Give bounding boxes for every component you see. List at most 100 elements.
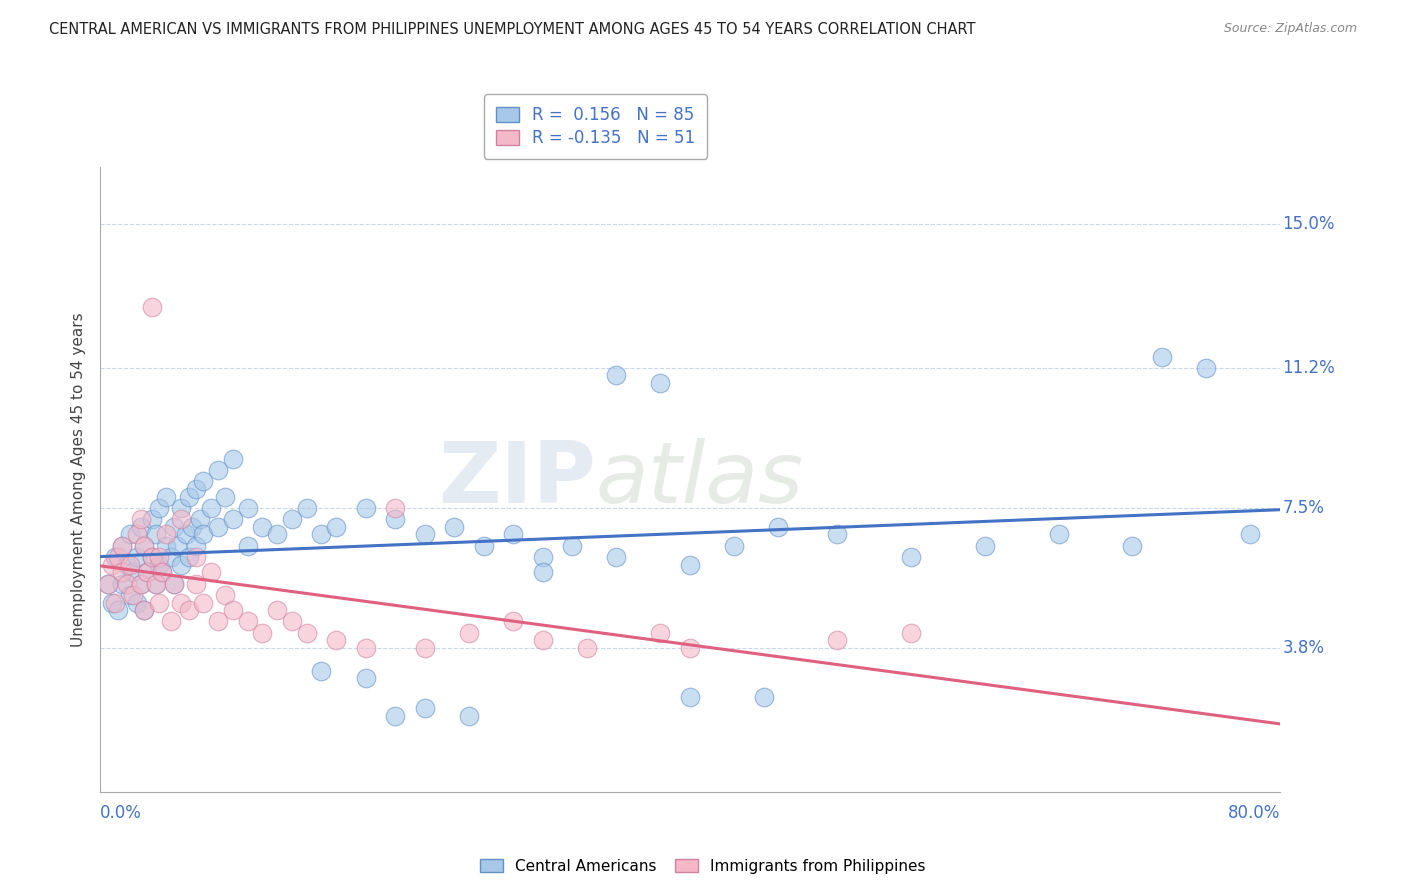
- Point: [118, 558, 141, 572]
- Point: [236, 500, 259, 515]
- Point: [145, 527, 167, 541]
- Point: [190, 512, 212, 526]
- Point: [160, 615, 183, 629]
- Point: [111, 566, 134, 580]
- Point: [193, 595, 215, 609]
- Text: 80.0%: 80.0%: [1227, 805, 1279, 822]
- Point: [155, 527, 177, 541]
- Point: [141, 550, 163, 565]
- Text: 3.8%: 3.8%: [1282, 639, 1324, 657]
- Point: [170, 512, 193, 526]
- Point: [101, 558, 124, 572]
- Point: [413, 640, 436, 655]
- Point: [111, 576, 134, 591]
- Point: [413, 701, 436, 715]
- Point: [96, 576, 118, 591]
- Point: [166, 539, 188, 553]
- Point: [354, 640, 377, 655]
- Point: [1239, 527, 1261, 541]
- Point: [295, 500, 318, 515]
- Point: [384, 709, 406, 723]
- Point: [900, 550, 922, 565]
- Point: [160, 550, 183, 565]
- Text: Source: ZipAtlas.com: Source: ZipAtlas.com: [1223, 22, 1357, 36]
- Point: [723, 539, 745, 553]
- Point: [650, 625, 672, 640]
- Point: [134, 603, 156, 617]
- Point: [768, 520, 790, 534]
- Point: [184, 482, 207, 496]
- Point: [96, 576, 118, 591]
- Point: [155, 490, 177, 504]
- Point: [163, 576, 186, 591]
- Point: [413, 527, 436, 541]
- Point: [1150, 350, 1173, 364]
- Point: [170, 500, 193, 515]
- Point: [531, 566, 554, 580]
- Point: [180, 520, 202, 534]
- Point: [170, 595, 193, 609]
- Point: [325, 520, 347, 534]
- Point: [104, 550, 127, 565]
- Point: [827, 527, 849, 541]
- Point: [145, 576, 167, 591]
- Point: [827, 633, 849, 648]
- Point: [131, 576, 153, 591]
- Point: [679, 690, 702, 705]
- Point: [148, 500, 170, 515]
- Point: [974, 539, 997, 553]
- Point: [125, 595, 148, 609]
- Point: [125, 527, 148, 541]
- Point: [136, 566, 159, 580]
- Point: [650, 376, 672, 390]
- Point: [311, 527, 333, 541]
- Point: [141, 512, 163, 526]
- Point: [222, 603, 245, 617]
- Point: [575, 640, 598, 655]
- Point: [115, 576, 138, 591]
- Point: [531, 633, 554, 648]
- Point: [193, 527, 215, 541]
- Point: [281, 512, 304, 526]
- Point: [214, 588, 236, 602]
- Point: [141, 550, 163, 565]
- Point: [155, 539, 177, 553]
- Point: [148, 558, 170, 572]
- Point: [174, 527, 197, 541]
- Point: [101, 595, 124, 609]
- Point: [131, 576, 153, 591]
- Point: [236, 615, 259, 629]
- Point: [118, 588, 141, 602]
- Point: [472, 539, 495, 553]
- Point: [266, 603, 288, 617]
- Point: [121, 566, 143, 580]
- Point: [457, 625, 479, 640]
- Point: [184, 550, 207, 565]
- Point: [605, 550, 627, 565]
- Point: [177, 550, 200, 565]
- Point: [170, 558, 193, 572]
- Point: [1195, 360, 1218, 375]
- Point: [252, 520, 274, 534]
- Point: [118, 527, 141, 541]
- Text: 15.0%: 15.0%: [1282, 215, 1334, 233]
- Point: [131, 512, 153, 526]
- Point: [266, 527, 288, 541]
- Point: [900, 625, 922, 640]
- Point: [281, 615, 304, 629]
- Point: [502, 527, 524, 541]
- Point: [207, 615, 229, 629]
- Point: [222, 512, 245, 526]
- Point: [136, 566, 159, 580]
- Point: [207, 463, 229, 477]
- Point: [148, 550, 170, 565]
- Point: [141, 301, 163, 315]
- Point: [457, 709, 479, 723]
- Y-axis label: Unemployment Among Ages 45 to 54 years: Unemployment Among Ages 45 to 54 years: [72, 312, 86, 647]
- Point: [134, 539, 156, 553]
- Legend: Central Americans, Immigrants from Philippines: Central Americans, Immigrants from Phili…: [474, 853, 932, 880]
- Text: 0.0%: 0.0%: [100, 805, 142, 822]
- Point: [107, 550, 129, 565]
- Point: [111, 539, 134, 553]
- Point: [121, 588, 143, 602]
